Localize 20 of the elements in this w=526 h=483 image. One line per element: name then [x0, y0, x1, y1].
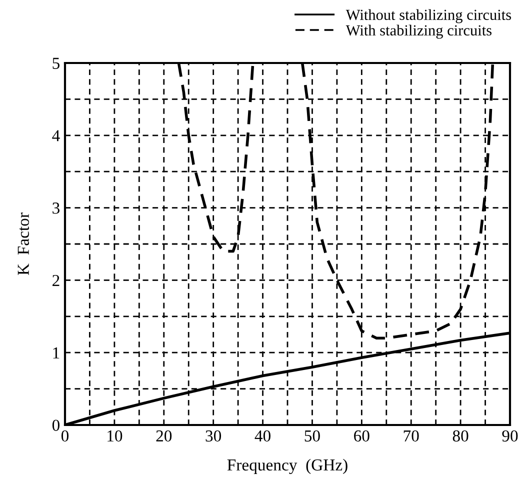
x-axis-title: Frequency (GHz)	[227, 458, 348, 474]
x-tick-label: 60	[354, 430, 370, 442]
y-tick-label: 4	[52, 130, 60, 142]
x-tick-label: 0	[61, 430, 69, 442]
x-tick-label: 80	[452, 430, 468, 442]
y-tick-label: 2	[52, 274, 60, 286]
y-tick-label: 5	[52, 58, 60, 69]
x-tick-label: 50	[304, 430, 320, 442]
x-tick-label: 10	[108, 430, 122, 442]
y-axis-title: K Factor	[18, 212, 29, 275]
x-tick-label: 70	[404, 430, 419, 442]
x-tick-label: 40	[254, 430, 270, 442]
y-tick-label: 0	[52, 420, 60, 431]
legend-label: Without stabilizing circuits	[346, 9, 512, 24]
x-tick-label: 30	[206, 430, 222, 442]
x-tick-label: 90	[502, 430, 518, 442]
x-tick-label: 20	[156, 430, 172, 442]
legend-label: With stabilizing circuits	[346, 24, 492, 39]
y-tick-label: 1	[53, 347, 60, 358]
y-tick-label: 3	[52, 202, 60, 214]
